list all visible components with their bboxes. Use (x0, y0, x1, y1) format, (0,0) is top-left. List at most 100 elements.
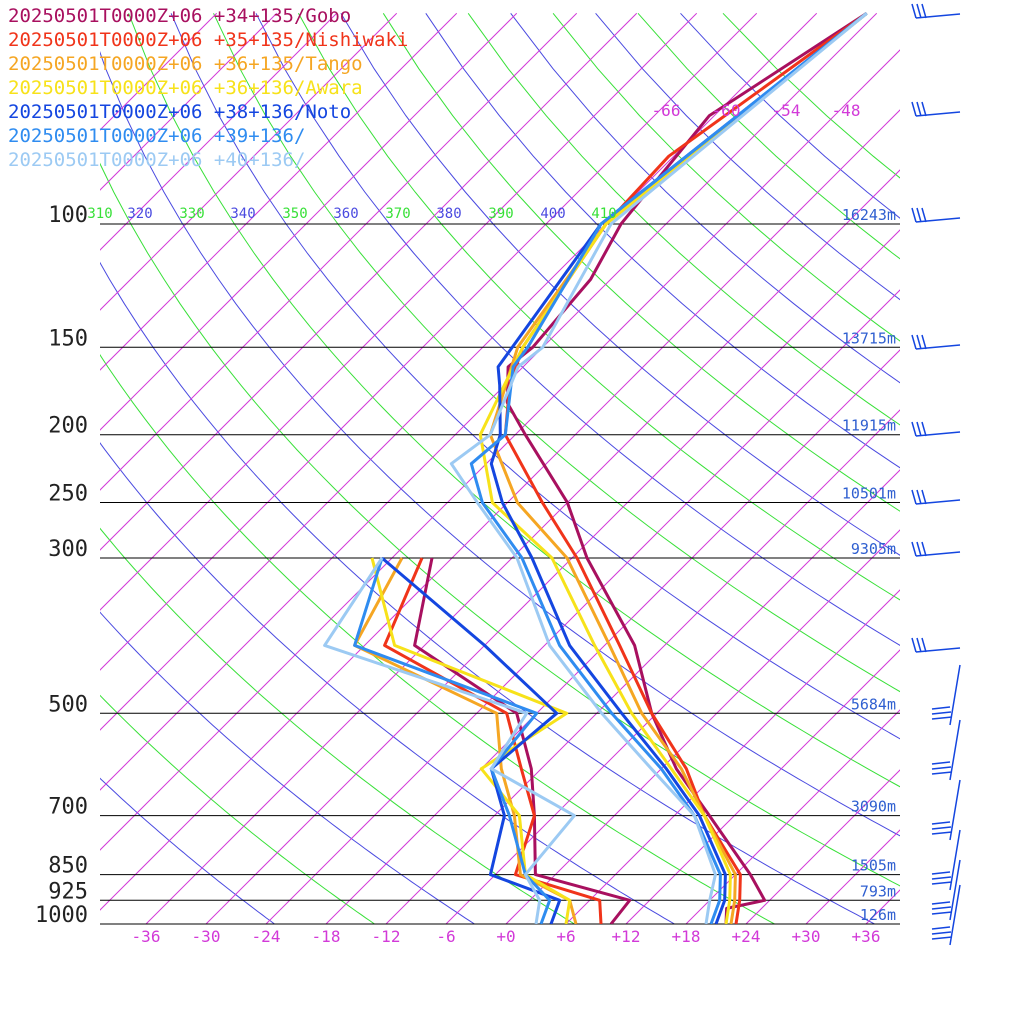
wind-barb (911, 637, 961, 653)
wind-barb (931, 884, 961, 946)
height-label: 11915m (842, 417, 896, 435)
adiabat-line (100, 51, 900, 837)
height-label: 793m (860, 882, 896, 900)
isotherm-line (205, 229, 900, 924)
temp-tick-label: +18 (672, 927, 701, 946)
isotherm-line (926, 13, 1024, 924)
isotherm-line (100, 12, 338, 251)
isotherm-line (100, 12, 638, 551)
isotherm-line (505, 529, 900, 924)
adiabat-line (100, 261, 876, 924)
height-label: 16243m (842, 206, 896, 224)
temp-tick-label: -6 (436, 927, 455, 946)
wind-barb (911, 421, 961, 437)
isotherm-line (385, 409, 900, 924)
theta-label: 400 (540, 206, 565, 222)
adiabat-line (552, 12, 900, 342)
wind-barb (911, 3, 961, 19)
isotherm-line (100, 12, 458, 371)
wind-barb (931, 829, 961, 891)
theta-label: 350 (282, 206, 307, 222)
dewpoint-series-line (323, 557, 576, 924)
legend-entry: 20250501T0000Z+06 +38+136/Noto (8, 101, 352, 123)
theta-label: 340 (230, 206, 255, 222)
height-label: 5684m (851, 695, 896, 713)
legend: 20250501T0000Z+06 +34+135/Gobo 20250501T… (8, 4, 408, 172)
temp-tick-label: -36 (132, 927, 161, 946)
isotherm-line (100, 12, 818, 731)
dewpoint-series-line (381, 556, 562, 924)
isotherm-line (100, 12, 518, 431)
adiabat-line (340, 13, 900, 556)
wind-barb (931, 859, 961, 921)
isotherm-line (100, 12, 398, 311)
pressure-tick-label: 100 (48, 203, 88, 228)
theta-label: 380 (436, 206, 461, 222)
height-label: 9305m (851, 540, 896, 558)
adiabat-line (297, 13, 900, 601)
isotherm-line (100, 12, 278, 191)
adiabat-line (213, 13, 900, 693)
height-label: 126m (860, 906, 896, 924)
dewpoint-series-line (353, 557, 552, 924)
pressure-tick-label: 700 (48, 795, 88, 820)
isotherm-line (325, 349, 900, 924)
legend-entry: 20250501T0000Z+06 +36+135/Tango (8, 53, 363, 75)
adiabat-line (100, 527, 576, 924)
temp-tick-label: +12 (612, 927, 641, 946)
isotherm-line (100, 12, 878, 791)
isotherm-line (265, 289, 900, 924)
height-label: 10501m (842, 485, 896, 503)
isotherm-line (865, 889, 900, 924)
wind-barb (911, 207, 961, 223)
isotherm-line (445, 469, 900, 924)
pressure-tick-label: 300 (48, 537, 88, 562)
legend-entry: 20250501T0000Z+06 +35+135/Nishiwaki (8, 29, 409, 51)
theta-label: 320 (127, 206, 152, 222)
isotherm-line (745, 769, 900, 924)
dewpoint-series-line (353, 557, 578, 924)
isotherm-line (625, 649, 900, 924)
pressure-tick-label: 1000 (35, 903, 88, 928)
height-label: 1505m (851, 857, 896, 875)
adiabat-line (100, 354, 776, 924)
upper-temp-label: -54 (772, 101, 801, 120)
temp-tick-label: +36 (852, 927, 881, 946)
legend-entry: 20250501T0000Z+06 +39+136/ (8, 125, 306, 147)
temperature-series-line (478, 12, 868, 924)
isotherm-line (100, 12, 698, 611)
adiabat-line (255, 13, 900, 646)
temperature-series-line (488, 12, 868, 924)
isotherm-line (565, 589, 900, 924)
dewpoint-series-line (383, 557, 603, 924)
temp-tick-label: +6 (556, 927, 575, 946)
adiabat-line (100, 442, 676, 924)
pressure-tick-label: 925 (48, 879, 88, 904)
temp-tick-label: +0 (496, 927, 515, 946)
wind-barb (911, 541, 961, 557)
theta-label: 360 (333, 206, 358, 222)
temp-tick-label: +30 (792, 927, 821, 946)
isotherm-line (986, 13, 1024, 924)
wind-barb (931, 664, 961, 726)
upper-temp-label: -60 (712, 101, 741, 120)
legend-entry: 20250501T0000Z+06 +36+136/Awara (8, 77, 363, 99)
temp-tick-label: +24 (732, 927, 761, 946)
isotherm-line (100, 109, 900, 911)
pressure-tick-label: 250 (48, 482, 88, 507)
theta-label: 410 (591, 206, 616, 222)
pressure-tick-label: 500 (48, 692, 88, 717)
wind-barb (911, 334, 961, 350)
wind-barb (911, 101, 961, 117)
temperature-series-line (449, 12, 868, 924)
adiabat-line (510, 12, 900, 384)
legend-entry: 20250501T0000Z+06 +40+136/ (8, 149, 306, 171)
isotherm-line (145, 169, 900, 924)
theta-label: 390 (488, 206, 513, 222)
wind-barb (911, 489, 961, 505)
isotherm-line (100, 49, 900, 851)
dewpoint-series-line (370, 557, 572, 924)
temperature-series-line (489, 12, 868, 924)
theta-label: 310 (87, 206, 112, 222)
